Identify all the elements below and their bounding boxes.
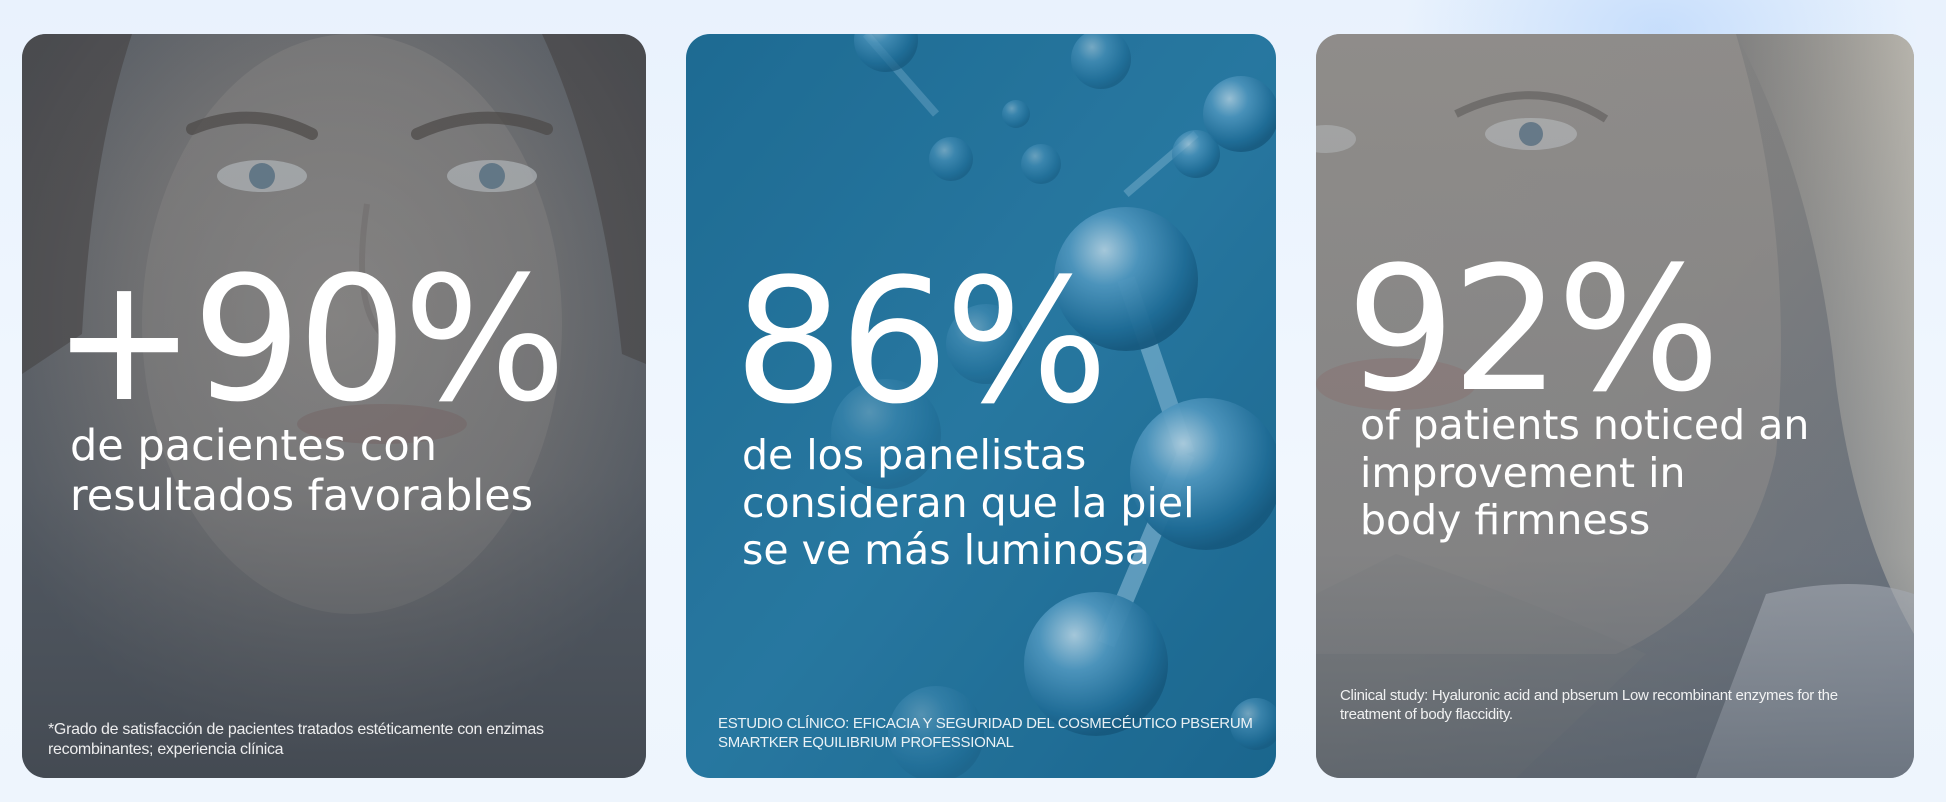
molecules-image [686,34,1276,778]
stat-value: +90% [52,239,566,440]
stat-description: de los panelistas consideran que la piel… [742,431,1195,575]
stat-card-satisfaction: +90% de pacientes con resultados favorab… [22,34,646,778]
stat-card-firmness: 92% of patients noticed an improvement i… [1316,34,1914,778]
stat-card-luminosity: 86% de los panelistas consideran que la … [686,34,1276,778]
footnote: *Grado de satisfacción de pacientes trat… [48,721,544,759]
stat-description: de pacientes con resultados favorables [70,421,534,521]
stat-value: 86% [734,241,1108,442]
woman-face-image [22,34,646,778]
stat-description: of patients noticed an improvement in bo… [1360,401,1810,545]
footnote: ESTUDIO CLÍNICO: EFICACIA Y SEGURIDAD DE… [718,715,1253,752]
stat-value: 92% [1346,229,1720,430]
footnote: Clinical study: Hyaluronic acid and pbse… [1340,687,1838,724]
mature-woman-image [1316,34,1914,778]
